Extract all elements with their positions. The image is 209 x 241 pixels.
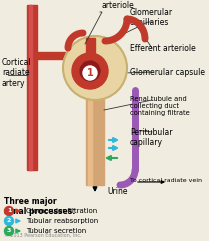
- Text: Renal tubule and
collecting duct
containing filtrate: Renal tubule and collecting duct contain…: [130, 96, 190, 116]
- Text: 1: 1: [87, 68, 93, 78]
- Text: Three major
renal processes:: Three major renal processes:: [4, 197, 75, 216]
- Circle shape: [82, 61, 94, 74]
- Bar: [92, 38, 94, 53]
- Circle shape: [5, 227, 14, 235]
- Text: Afferent
arteriole: Afferent arteriole: [102, 0, 135, 10]
- Text: Tubular reabsorption: Tubular reabsorption: [26, 218, 98, 224]
- Text: © 2013 Pearson Education, Inc.: © 2013 Pearson Education, Inc.: [4, 233, 82, 238]
- Circle shape: [5, 207, 14, 215]
- Text: To cortical radiate vein: To cortical radiate vein: [130, 178, 202, 183]
- Bar: [27, 5, 37, 170]
- Text: 1: 1: [7, 208, 11, 214]
- Circle shape: [88, 65, 100, 77]
- Text: Glomerular capsule: Glomerular capsule: [130, 68, 205, 77]
- Text: 2: 2: [7, 219, 11, 223]
- Text: Cortical
radiate
artery: Cortical radiate artery: [2, 58, 32, 88]
- Bar: [37, 52, 68, 59]
- Circle shape: [80, 66, 92, 78]
- Circle shape: [87, 67, 99, 80]
- Text: 3: 3: [7, 228, 11, 234]
- Circle shape: [87, 62, 99, 74]
- Text: Peritubular
capillary: Peritubular capillary: [130, 128, 172, 147]
- Text: Glomerular
capillaries: Glomerular capillaries: [130, 8, 173, 27]
- Bar: [88, 99, 92, 185]
- Text: Tubular secretion: Tubular secretion: [26, 228, 86, 234]
- Circle shape: [5, 216, 14, 226]
- Bar: [88, 38, 92, 53]
- Bar: [86, 99, 104, 185]
- Circle shape: [85, 61, 97, 73]
- Circle shape: [83, 66, 97, 80]
- Circle shape: [63, 36, 127, 100]
- Circle shape: [85, 69, 97, 81]
- Bar: [85, 38, 88, 53]
- Text: Efferent arteriole: Efferent arteriole: [130, 44, 196, 53]
- Circle shape: [72, 53, 108, 89]
- Bar: [29, 5, 32, 170]
- Text: Urine: Urine: [107, 187, 127, 196]
- Circle shape: [82, 68, 94, 80]
- Circle shape: [80, 64, 92, 76]
- Text: Glomerular filtration: Glomerular filtration: [26, 208, 97, 214]
